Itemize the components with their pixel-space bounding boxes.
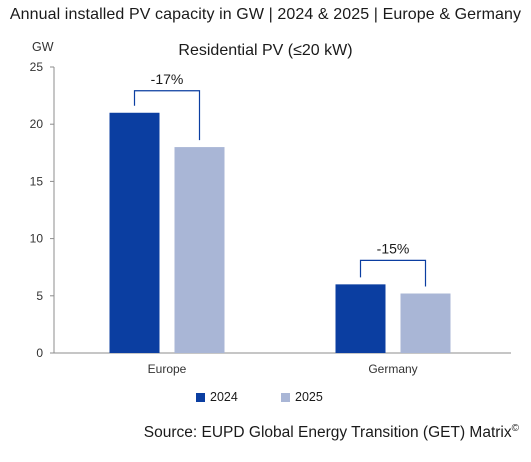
source-text: Source: EUPD Global Energy Transition (G… bbox=[143, 424, 512, 442]
copyright-mark: © bbox=[511, 423, 519, 434]
legend-item-2025: 2025 bbox=[281, 390, 323, 404]
chart-subtitle: Residential PV (≤20 kW) bbox=[178, 42, 353, 59]
legend-swatch-2024 bbox=[196, 392, 205, 402]
bar-europe-2024 bbox=[109, 112, 160, 353]
y-tick-label: 25 bbox=[30, 60, 44, 74]
chart-title: Annual installed PV capacity in GW | 202… bbox=[9, 6, 522, 23]
y-axis-label: GW bbox=[32, 40, 54, 54]
y-tick-label: 15 bbox=[30, 174, 44, 188]
bar-europe-2025 bbox=[174, 147, 225, 353]
change-label: -17% bbox=[151, 71, 184, 87]
source-note: Source: EUPD Global Energy Transition (G… bbox=[144, 423, 519, 442]
change-bracket bbox=[359, 259, 427, 287]
y-tick-label: 5 bbox=[36, 289, 43, 303]
legend-swatch-2025 bbox=[281, 392, 290, 402]
change-label: -15% bbox=[377, 240, 410, 256]
y-tick-label: 10 bbox=[30, 232, 44, 246]
legend-label-2024: 2024 bbox=[210, 390, 238, 404]
bar-germany-2025 bbox=[400, 293, 451, 353]
x-tick-label: Germany bbox=[368, 362, 417, 376]
x-tick-label: Europe bbox=[148, 362, 187, 376]
y-tick-label: 20 bbox=[30, 117, 44, 131]
y-tick-label: 0 bbox=[36, 346, 43, 360]
change-bracket bbox=[133, 90, 201, 141]
bar-germany-2024 bbox=[335, 284, 386, 353]
legend-label-2025: 2025 bbox=[295, 390, 323, 404]
legend-item-2024: 2024 bbox=[196, 390, 238, 404]
bar-chart: 0 5 10 15 20 25 GW Europe Germany -17% -15% bbox=[30, 40, 511, 376]
